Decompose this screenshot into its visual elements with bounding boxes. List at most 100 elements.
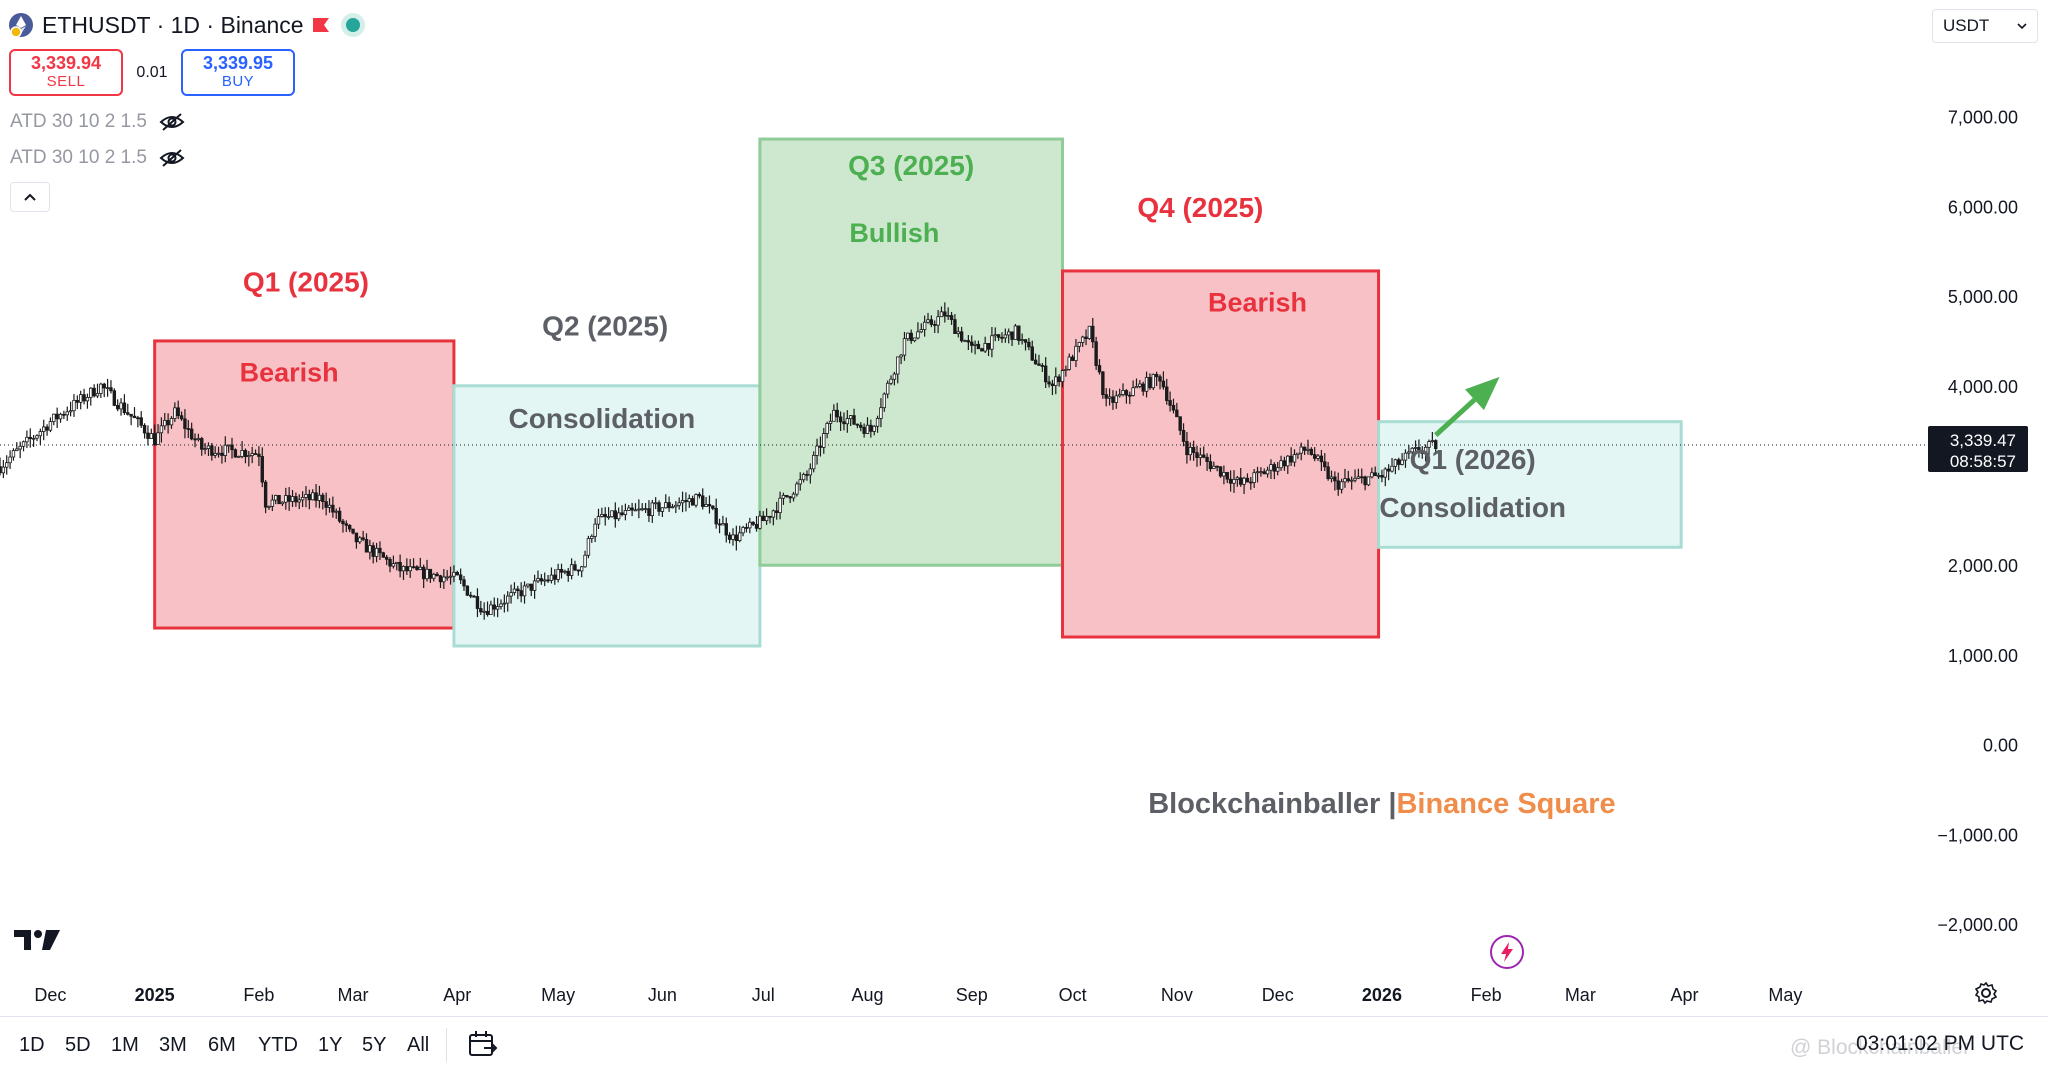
candle-body [1007,331,1011,336]
timeframe-5d[interactable]: 5D [65,1034,91,1056]
candle-body [1245,477,1250,483]
candle-body [1376,475,1381,477]
timeframe-6m[interactable]: 6M [208,1034,236,1056]
y-tick-label: 2,000.00 [1948,556,2018,576]
timeframe-1m[interactable]: 1M [111,1034,139,1056]
candle-body [102,383,106,389]
candle-body [1346,478,1351,482]
candle-body [280,501,285,505]
candle-body [590,535,594,539]
candle-body [875,418,880,427]
candle-body [795,483,799,495]
candle-body [1383,468,1387,478]
utc-clock[interactable]: 03:01:02 PM UTC [1856,1032,2025,1055]
candle-body [1215,465,1219,468]
annotation-label: Bearish [1208,287,1307,317]
candle-body [1128,394,1132,397]
sell-button[interactable]: 3,339.94 SELL [9,49,123,96]
eye-crossed-icon[interactable] [159,148,185,168]
currency-select[interactable]: USDT [1932,9,2038,43]
candle-body [126,412,130,415]
candle-body [492,604,496,610]
time-axis: Dec 2025 Feb Mar Apr May Jun Jul Aug Sep Oct Nov Dec… [34,985,1802,1005]
candle-body [532,580,537,591]
buy-button[interactable]: 3,339.95 BUY [181,49,295,96]
candle-body [1188,447,1192,456]
candle-body [556,568,560,580]
tradingview-logo-icon[interactable] [14,927,62,953]
candle-body [220,452,224,456]
candle-body [287,495,291,502]
candle-body [267,505,271,508]
x-tick-label: Nov [1161,985,1193,1005]
candle-body [738,532,742,542]
timeframe-3m[interactable]: 3M [159,1034,187,1056]
candle-body [1040,365,1045,367]
x-tick-label: Mar [338,985,369,1005]
candle-body [751,521,755,525]
current-price-label: 3,339.47 [1950,431,2016,450]
timeframe-all[interactable]: All [407,1034,430,1056]
candle-body [1306,448,1310,451]
eye-crossed-icon[interactable] [159,112,185,132]
candle-body [1417,447,1421,454]
candle-body [616,512,621,520]
flag-icon[interactable] [312,17,330,33]
candle-body [378,547,382,554]
candle-body [314,492,318,501]
candle-body [1407,451,1411,454]
candle-body [216,452,221,455]
lightning-bolt-icon[interactable] [1490,935,1524,969]
candle-body [1195,452,1199,458]
candle-body [596,516,601,525]
collapse-legend-button[interactable] [10,182,50,212]
annotation-label: Q2 (2025) [542,311,668,342]
candle-body [731,534,735,540]
candle-body [879,407,883,419]
candle-body [1101,371,1105,396]
candle-body [1027,341,1031,348]
gear-icon[interactable] [1974,981,1998,1005]
candle-body [1074,345,1078,361]
candle-body [445,576,449,579]
indicator-legend-2[interactable]: ATD 30 10 2 1.5 [10,147,185,169]
candle-body [764,515,769,522]
timeframe-1y[interactable]: 1Y [318,1034,343,1056]
candle-body [1370,472,1374,478]
candle-body [260,456,264,483]
candle-body [364,539,369,553]
timeframe-1d[interactable]: 1D [19,1034,45,1056]
candle-body [791,493,796,499]
candle-body [687,498,691,503]
candle-body [129,413,133,417]
candle-body [1400,459,1404,465]
symbol-title[interactable]: ETHUSDT · 1D · Binance [42,11,304,38]
candle-body [146,432,150,439]
candle-body [768,515,772,518]
candle-body [435,573,439,577]
candle-body [1282,460,1287,467]
candle-body [1309,448,1314,455]
candle-body [297,499,301,503]
sell-price: 3,339.94 [30,53,102,74]
timeframe-5y[interactable]: 5Y [362,1034,387,1056]
candle-body [613,510,618,520]
calendar-goto-icon[interactable] [466,1028,498,1060]
candle-body [1114,395,1119,403]
candle-body [677,502,681,506]
x-tick-label: Apr [1671,985,1699,1005]
candle-body [1175,409,1179,418]
candle-body [75,399,80,403]
timeframe-ytd[interactable]: YTD [258,1034,298,1056]
candle-body [68,410,73,413]
indicator-legend-1[interactable]: ATD 30 10 2 1.5 [10,111,185,133]
candle-body [1087,325,1092,339]
candle-body [1319,455,1324,463]
price-chart[interactable]: Q1 (2025) Bearish Q2 (2025) Consolidation Q3… [0,0,2048,1015]
candle-body [943,311,947,317]
candle-body [1165,386,1169,401]
candle-body [1134,386,1139,389]
candle-body [274,495,278,501]
candle-body [489,604,493,615]
candle-body [1198,454,1203,458]
